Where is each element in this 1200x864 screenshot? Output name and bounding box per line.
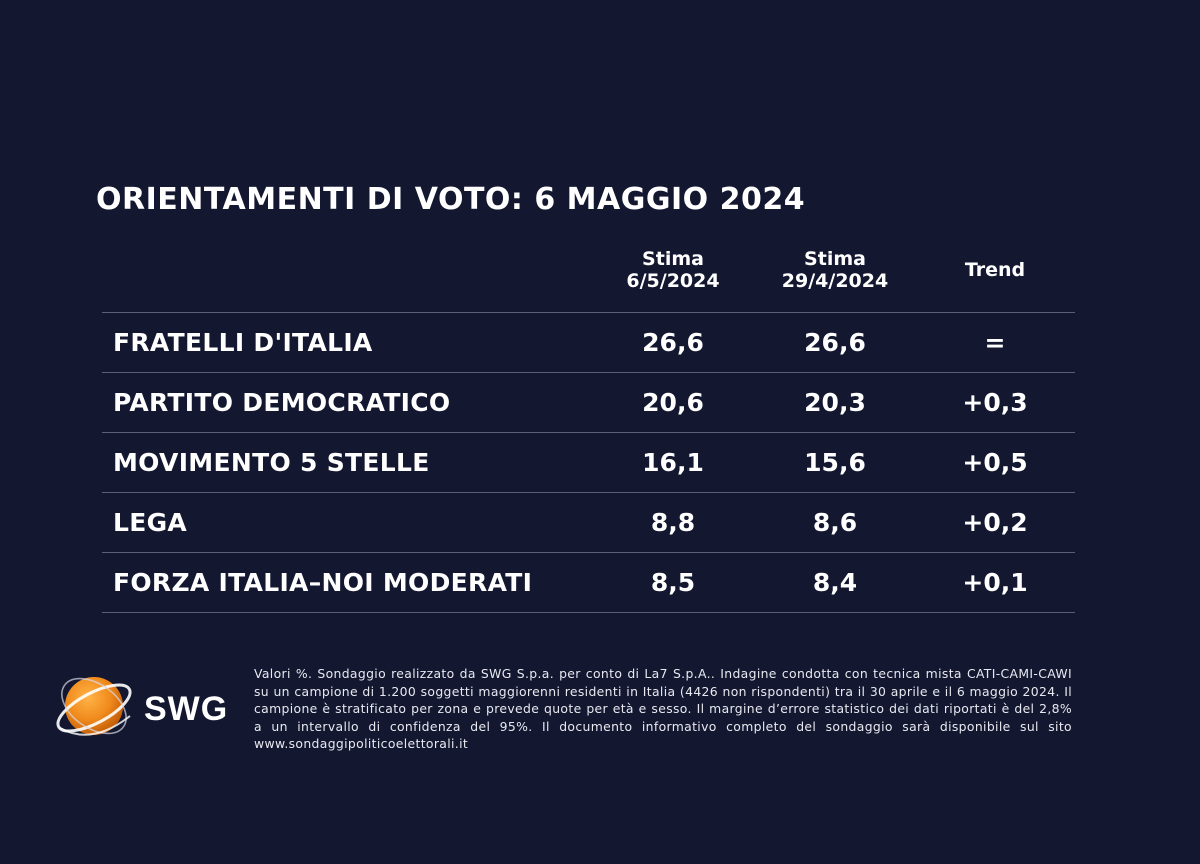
poll-table: FRATELLI D'ITALIA 26,6 26,6 = PARTITO DEMOCR…	[102, 312, 1075, 613]
table-row: PARTITO DEMOCRATICO 20,6 20,3 +0,3	[102, 372, 1075, 432]
value-stima-6-5: 8,5	[650, 568, 696, 597]
value-stima-29-4: 15,6	[804, 448, 866, 477]
value-stima-29-4: 8,6	[812, 508, 858, 537]
page-title: ORIENTAMENTI DI VOTO: 6 MAGGIO 2024	[96, 182, 806, 217]
methodology-footnote: Valori %. Sondaggio realizzato da SWG S.…	[254, 666, 1072, 751]
party-name: MOVIMENTO 5 STELLE	[113, 448, 430, 477]
value-trend: +0,3	[962, 388, 1028, 417]
value-stima-29-4: 20,3	[804, 388, 866, 417]
column-header-line1: Stima	[804, 248, 866, 270]
swg-logo-text: SWG	[144, 690, 229, 728]
column-header-trend: Trend	[910, 259, 1080, 281]
table-row: FORZA ITALIA–NOI MODERATI 8,5 8,4 +0,1	[102, 552, 1075, 613]
column-header-line1: Stima	[642, 248, 704, 270]
value-trend: +0,1	[962, 568, 1028, 597]
column-header-line1: Trend	[964, 259, 1026, 281]
value-stima-6-5: 20,6	[642, 388, 704, 417]
party-name: LEGA	[113, 508, 188, 537]
party-name: FORZA ITALIA–NOI MODERATI	[113, 568, 533, 597]
value-stima-6-5: 26,6	[642, 328, 704, 357]
value-trend: +0,5	[962, 448, 1028, 477]
party-name: PARTITO DEMOCRATICO	[113, 388, 451, 417]
table-row: FRATELLI D'ITALIA 26,6 26,6 =	[102, 312, 1075, 372]
party-name: FRATELLI D'ITALIA	[113, 328, 373, 357]
swg-globe-icon	[56, 677, 132, 736]
value-stima-6-5: 8,8	[650, 508, 696, 537]
value-trend: =	[984, 328, 1006, 357]
table-row: LEGA 8,8 8,6 +0,2	[102, 492, 1075, 552]
table-row: MOVIMENTO 5 STELLE 16,1 15,6 +0,5	[102, 432, 1075, 492]
value-stima-29-4: 8,4	[812, 568, 858, 597]
column-header-stima-6-5: Stima 6/5/2024	[588, 248, 758, 292]
column-header-line2: 29/4/2024	[781, 270, 889, 292]
value-stima-6-5: 16,1	[642, 448, 704, 477]
value-trend: +0,2	[962, 508, 1028, 537]
column-header-stima-29-4: Stima 29/4/2024	[750, 248, 920, 292]
column-header-line2: 6/5/2024	[626, 270, 720, 292]
value-stima-29-4: 26,6	[804, 328, 866, 357]
